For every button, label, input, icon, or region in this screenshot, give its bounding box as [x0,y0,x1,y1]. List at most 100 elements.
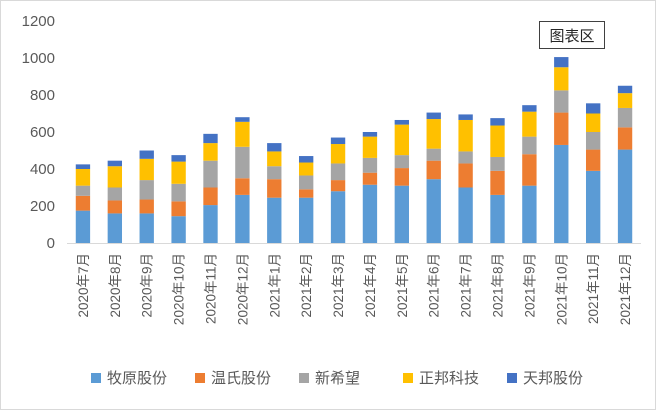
bar-segment[interactable] [267,143,282,152]
bar-segment[interactable] [171,155,186,162]
bar-segment[interactable] [330,191,346,243]
bar-segment[interactable] [362,157,378,173]
bar-segment[interactable] [203,160,218,188]
bar-segment[interactable] [75,185,91,196]
bar-segment[interactable] [585,113,601,133]
bar-segment[interactable] [362,172,378,185]
bar-segment[interactable] [203,205,218,243]
bar-segment[interactable] [617,93,633,108]
bar-segment[interactable] [522,154,537,186]
bar-segment[interactable] [235,194,250,243]
bar-segment[interactable] [203,143,218,161]
bar-segment[interactable] [139,150,154,159]
bar-segment[interactable] [426,119,441,149]
bar-segment[interactable] [394,168,410,186]
bar-segment[interactable] [267,179,282,198]
bar-segment[interactable] [554,67,569,91]
bar-segment[interactable] [267,151,282,167]
bar-segment[interactable] [617,85,633,94]
bar-segment[interactable] [267,166,282,180]
bar-segment[interactable] [458,151,473,164]
bar-segment[interactable] [554,90,569,113]
bar-segment[interactable] [139,180,154,200]
bar-segment[interactable] [522,111,537,137]
bar-segment[interactable] [554,57,569,68]
legend-label: 牧原股份 [107,369,167,387]
bar-segment[interactable] [267,197,282,243]
bar-segment[interactable] [235,178,250,195]
bar-segment[interactable] [75,195,91,211]
bar-segment[interactable] [585,149,601,171]
bar-segment[interactable] [585,170,601,243]
x-tick-label: 2021年10月 [554,253,569,325]
bar-segment[interactable] [394,119,410,125]
x-tick-label: 2021年8月 [491,253,506,318]
bar-segment[interactable] [75,210,91,243]
bar-segment[interactable] [458,187,473,244]
bar-segment[interactable] [617,107,633,128]
bar-segment[interactable] [490,125,505,157]
bar-segment[interactable] [426,112,441,120]
bar-segment[interactable] [617,149,633,243]
bar-segment[interactable] [490,118,505,126]
bar-segment[interactable] [522,105,537,112]
bar-segment[interactable] [75,164,91,169]
bar-segment[interactable] [362,136,378,158]
bar-segment[interactable] [330,180,346,192]
bar-segment[interactable] [585,132,601,150]
bar-segment[interactable] [554,144,569,243]
bar-segment[interactable] [107,213,123,243]
bar-segment[interactable] [426,148,441,161]
bar-segment[interactable] [203,187,218,206]
bar-segment[interactable] [203,133,218,144]
bar-segment[interactable] [107,160,123,167]
bar-segment[interactable] [139,158,154,181]
bar-segment[interactable] [394,185,410,243]
bar-segment[interactable] [458,163,473,188]
legend-label: 正邦科技 [419,369,479,387]
bar-segment[interactable] [522,136,537,155]
bar-segment[interactable] [139,213,154,243]
bar-segment[interactable] [330,163,346,181]
bar-segment[interactable] [394,124,410,156]
bar-segment[interactable] [139,199,154,214]
bar-segment[interactable] [171,216,186,243]
bar-segment[interactable] [490,156,505,171]
bar-segment[interactable] [235,121,250,147]
bar-segment[interactable] [298,189,314,198]
bar-segment[interactable] [394,155,410,169]
bar-segment[interactable] [235,117,250,122]
y-tick-label: 200 [30,198,55,215]
bar-segment[interactable] [235,146,250,179]
x-tick-label: 2021年9月 [522,253,537,318]
bar-segment[interactable] [171,201,186,217]
bar-segment[interactable] [107,187,123,201]
bar-segment[interactable] [362,184,378,243]
bar-segment[interactable] [554,112,569,145]
x-tick-label: 2020年8月 [108,253,123,318]
bar-segment[interactable] [617,127,633,150]
bar-segment[interactable] [171,183,186,202]
bar-segment[interactable] [362,132,378,137]
bar-segment[interactable] [298,162,314,176]
bar-segment[interactable] [490,194,505,243]
bar-segment[interactable] [458,114,473,120]
bar-segment[interactable] [458,119,473,152]
bar-segment[interactable] [298,156,314,163]
bar-segment[interactable] [107,166,123,188]
bar-segment[interactable] [522,185,537,243]
bar-segment[interactable] [426,160,441,180]
bar-segment[interactable] [330,144,346,164]
bar-segment[interactable] [107,200,123,214]
bar-segment[interactable] [585,103,601,114]
bar-segment[interactable] [426,179,441,243]
x-tick-label: 2021年7月 [459,253,474,318]
bar-segment[interactable] [298,175,314,190]
bar-segment[interactable] [75,169,91,186]
bar-segment[interactable] [171,161,186,184]
bar-segment[interactable] [490,170,505,195]
bar-segment[interactable] [298,197,314,243]
bar-segment[interactable] [330,137,346,145]
